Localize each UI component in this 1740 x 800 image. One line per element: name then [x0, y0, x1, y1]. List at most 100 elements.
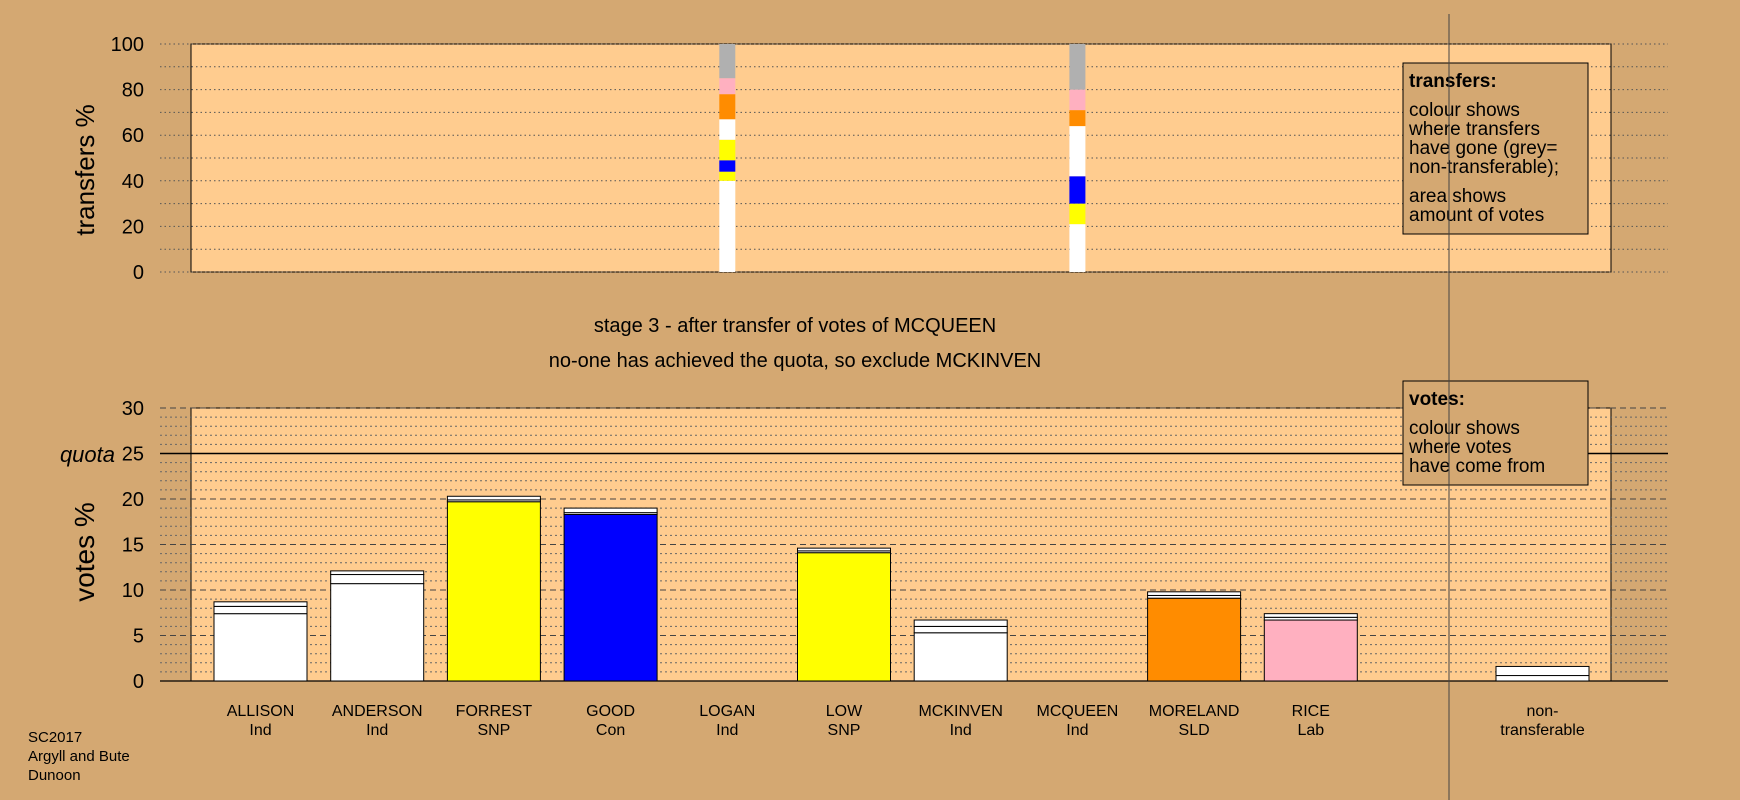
votes-legend-line: have come from: [1409, 456, 1545, 477]
candidate-party: Ind: [716, 722, 738, 739]
transfer-segment-logan: [719, 44, 736, 79]
transfer-segment-mcqueen: [1069, 224, 1086, 272]
vote-bar-mckinven-segment: [913, 632, 1008, 682]
transfer-segment-logan: [719, 160, 736, 172]
candidate-name: ANDERSON: [332, 703, 423, 720]
vote-bar-non-transferable-segment: [1495, 675, 1590, 682]
transfers-y-tick-label: 60: [122, 125, 144, 147]
vote-bar-low-segment: [797, 547, 891, 552]
vote-bar-rice-segment: [1263, 613, 1358, 618]
votes-legend-line: where votes: [1408, 437, 1511, 458]
candidate-name: ALLISON: [227, 703, 295, 720]
candidate-name: MCQUEEN: [1037, 703, 1119, 720]
transfers-y-tick-label: 0: [133, 262, 144, 284]
votes-legend-box: [1402, 380, 1589, 486]
candidate-party: Lab: [1297, 722, 1324, 739]
candidate-party: Ind: [1066, 722, 1088, 739]
footer: SC2017 Argyll and Bute Dunoon: [28, 729, 130, 784]
transfers-y-tick-label: 80: [122, 80, 144, 102]
votes-y-tick-labels: 0 5 10 15 20 25 30: [122, 398, 144, 693]
transfers-y-tick-label: 100: [111, 34, 144, 56]
transfer-segment-mcqueen: [1069, 176, 1086, 204]
votes-legend-title: votes:: [1409, 389, 1465, 410]
transfers-legend-line: colour shows: [1409, 100, 1520, 121]
transfers-y-axis-label: transfers %: [70, 104, 100, 236]
transfer-segment-logan: [719, 119, 736, 140]
candidate-party: SLD: [1179, 722, 1210, 739]
votes-legend-line: colour shows: [1409, 418, 1520, 439]
transfers-legend: transfers: colour shows where transfers …: [1402, 62, 1589, 235]
footer-ward: Dunoon: [28, 767, 81, 784]
vote-bars: [213, 495, 1590, 682]
vote-bar-low-segment: [797, 552, 891, 682]
vote-bar-moreland-segment: [1147, 597, 1242, 682]
transfer-segment-mcqueen: [1069, 110, 1086, 127]
transfers-legend-line: where transfers: [1408, 119, 1540, 140]
transfers-y-tick-label: 20: [122, 216, 144, 238]
transfer-segment-logan: [719, 139, 736, 161]
votes-legend: votes: colour shows where votes have com…: [1402, 380, 1589, 486]
votes-y-tick-label: 5: [133, 626, 144, 648]
vote-bar-rice-segment: [1263, 619, 1358, 682]
vote-bar-mckinven-segment: [913, 619, 1008, 627]
vote-bar-forrest-segment: [446, 495, 541, 501]
vote-bar-good-segment: [563, 507, 658, 514]
transfer-segment-logan: [719, 171, 736, 181]
votes-y-tick-label: 20: [122, 489, 144, 511]
votes-y-axis-label: votes %: [69, 502, 100, 602]
non-transferable-label: non-: [1526, 703, 1558, 720]
votes-y-tick-label: 0: [133, 671, 144, 693]
footer-election: SC2017: [28, 729, 82, 746]
status-message: no-one has achieved the quota, so exclud…: [549, 350, 1042, 372]
transfer-segment-logan: [719, 94, 736, 120]
candidate-party: Ind: [366, 722, 388, 739]
transfer-segment-logan: [719, 78, 736, 95]
stage-title: stage 3 - after transfer of votes of MCQ…: [594, 315, 996, 337]
candidate-party: Con: [596, 722, 625, 739]
candidate-party: SNP: [477, 722, 510, 739]
candidate-name: LOGAN: [699, 703, 755, 720]
transfers-legend-line: have gone (grey=: [1409, 138, 1557, 159]
transfers-legend-line: area shows: [1409, 186, 1506, 207]
candidate-name: GOOD: [586, 703, 635, 720]
quota-label: quota: [60, 442, 115, 467]
transfers-y-tick-label: 40: [122, 171, 144, 193]
transfer-segment-mcqueen: [1069, 44, 1086, 90]
vote-bar-allison-segment: [213, 601, 308, 607]
transfers-legend-box: [1402, 62, 1589, 235]
votes-panel: 0 5 10 15 20 25 30 ALLISON Ind ANDERSON Ind FORRES…: [60, 380, 1668, 739]
vote-bar-allison-segment: [213, 613, 308, 682]
candidate-name: RICE: [1292, 703, 1330, 720]
vote-bar-non-transferable-segment: [1495, 665, 1590, 677]
votes-y-tick-label: 30: [122, 398, 144, 420]
vote-bar-forrest-segment: [446, 501, 541, 682]
transfers-legend-line: amount of votes: [1409, 205, 1544, 226]
vote-bar-anderson-segment: [330, 570, 425, 576]
votes-y-tick-label: 25: [122, 444, 144, 466]
transfers-legend-line: non-transferable);: [1409, 157, 1559, 178]
transfers-y-tick-labels: 0 20 40 60 80 100: [111, 34, 144, 284]
candidate-name: FORREST: [456, 703, 533, 720]
transfers-legend-title: transfers:: [1409, 71, 1497, 92]
transfer-segment-logan: [719, 180, 736, 272]
transfer-segment-mcqueen: [1069, 89, 1086, 111]
candidate-party: SNP: [828, 722, 861, 739]
candidate-name: LOW: [826, 703, 863, 720]
candidate-party: Ind: [950, 722, 972, 739]
vote-bar-mckinven-segment: [913, 625, 1008, 634]
candidate-labels: ALLISON Ind ANDERSON Ind FORREST SNP GOOD Con LO…: [227, 703, 1585, 739]
votes-y-tick-label: 10: [122, 580, 144, 602]
transfers-panel: 0 20 40 60 80 100 transfers % transfers: colo…: [70, 34, 1668, 284]
votes-y-tick-label: 15: [122, 535, 144, 557]
vote-bar-anderson-segment: [330, 574, 425, 585]
non-transferable-label: transferable: [1500, 722, 1585, 739]
candidate-name: MORELAND: [1149, 703, 1240, 720]
footer-council: Argyll and Bute: [28, 748, 130, 765]
candidate-party: Ind: [249, 722, 271, 739]
vote-bar-allison-segment: [213, 605, 308, 615]
vote-bar-moreland-segment: [1147, 591, 1242, 596]
transfer-segment-mcqueen: [1069, 126, 1086, 177]
transfers-plot-area: [190, 43, 1612, 273]
vote-bar-anderson-segment: [330, 583, 425, 682]
